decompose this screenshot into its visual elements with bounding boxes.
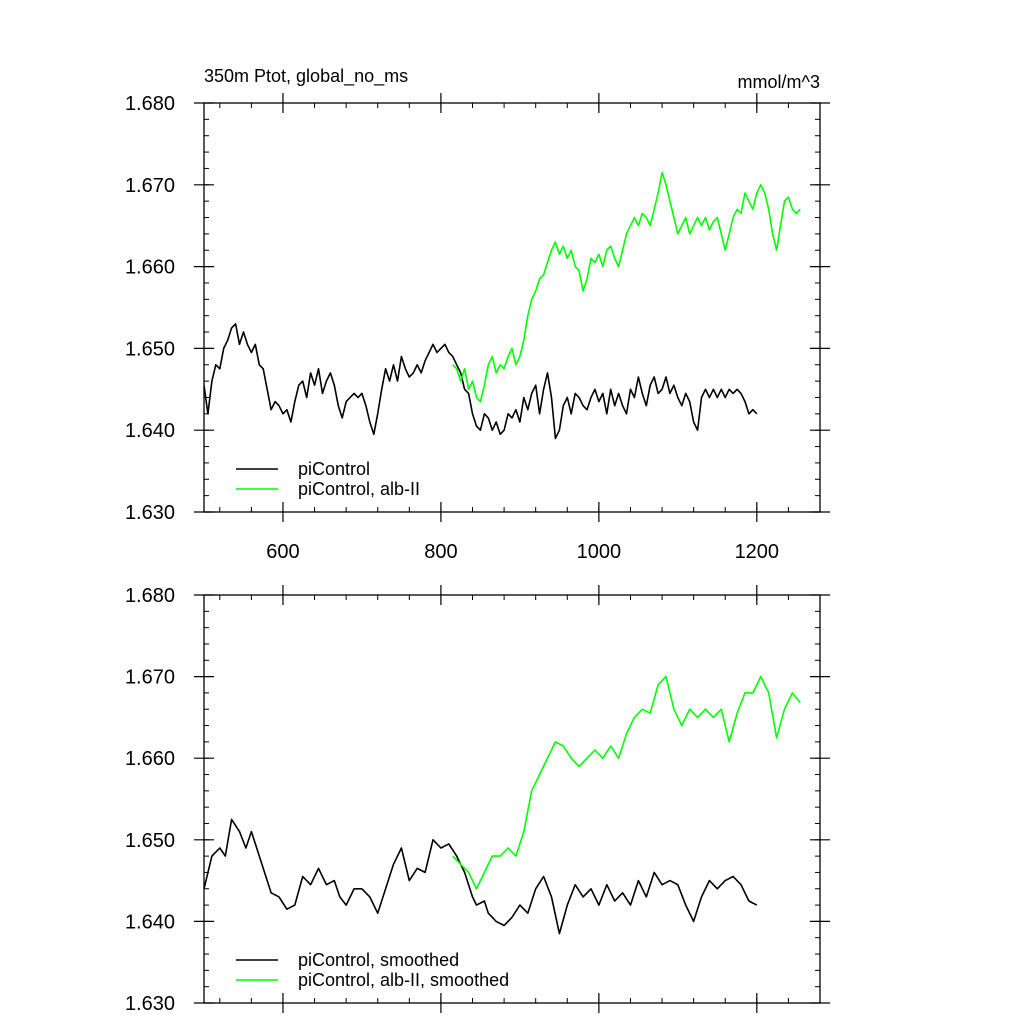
y-tick-label: 1.660 [125,257,175,279]
y-tick-label: 1.680 [125,585,175,607]
figure-title: 350m Ptot, global_no_ms [204,66,408,87]
y-tick-label: 1.630 [125,502,175,524]
y-tick-label: 1.650 [125,830,175,852]
y-tick-label: 1.630 [125,993,175,1015]
bottom-panel: 1.630 1.640 1.650 1.660 1.670 1.680 piControl,… [125,585,830,1015]
series-line-picontrol [204,818,758,935]
series-line-picontrol [204,323,758,440]
legend-label: piControl, alb-II [298,479,420,499]
y-tick-label: 1.660 [125,748,175,770]
plot-frame [203,594,821,1004]
top-panel: 1.630 1.640 1.650 1.660 1.670 1.680 600 800 1000… [125,93,830,563]
y-tick-label: 1.640 [125,911,175,933]
y-tick-label: 1.650 [125,338,175,360]
x-tick-label: 800 [424,541,457,563]
legend-label: piControl [298,459,370,479]
series-line-alb-ii [452,171,801,403]
units-label: mmol/m^3 [738,72,820,92]
series-line-alb-ii [452,675,801,890]
y-tick-label: 1.670 [125,667,175,689]
x-tick-label: 1000 [577,541,622,563]
y-tick-label: 1.670 [125,175,175,197]
x-tick-label: 600 [266,541,299,563]
legend-label: piControl, smoothed [298,950,459,970]
y-tick-label: 1.680 [125,93,175,115]
plot-frame [203,102,821,513]
x-tick-label: 1200 [735,541,780,563]
y-tick-label: 1.640 [125,420,175,442]
legend-label: piControl, alb-II, smoothed [298,970,509,990]
